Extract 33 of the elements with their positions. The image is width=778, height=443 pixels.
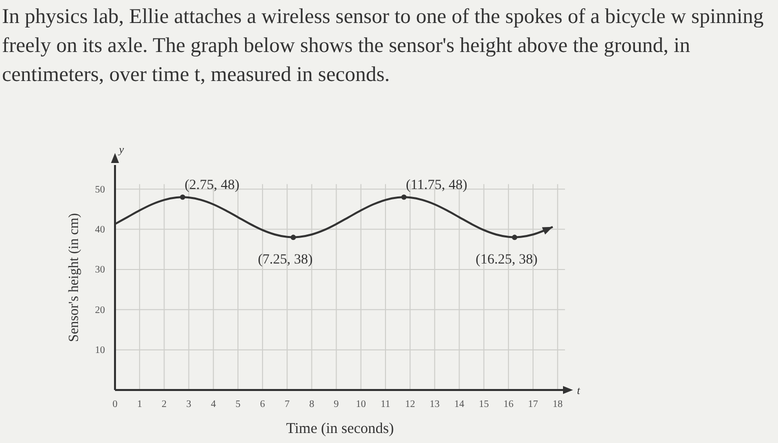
text: t bbox=[577, 385, 581, 397]
x-tick-label: 8 bbox=[309, 399, 314, 410]
annotation: (16.25, 38) bbox=[476, 252, 538, 268]
annotation: (11.75, 48) bbox=[406, 178, 468, 194]
y-axis-title: Sensor's height (in cm) bbox=[67, 212, 82, 342]
x-tick-label: 10 bbox=[356, 399, 366, 410]
x-tick-label: 6 bbox=[260, 399, 266, 410]
x-tick-label: 5 bbox=[235, 399, 240, 410]
x-tick-label: 3 bbox=[186, 399, 192, 410]
x-tick-label: 1 bbox=[137, 399, 142, 410]
x-tick-label: 17 bbox=[528, 399, 538, 410]
annotation: (2.75, 48) bbox=[184, 178, 240, 194]
text: y bbox=[118, 144, 124, 156]
chart-title: In physics lab, Ellie attaches a wireless sensor to one of the spokes of a bicycle w spinning freely on its axle. The graph below shows the sensor's height above the ground, in centimeters, over time t, measured in seconds. bbox=[2, 3, 765, 88]
x-tick-label: 15 bbox=[478, 399, 489, 410]
x-tick-label: 4 bbox=[210, 399, 216, 410]
x-tick-label: 2 bbox=[162, 399, 167, 410]
y-tick-label: 20 bbox=[95, 304, 105, 316]
y-tick-label: 10 bbox=[95, 345, 105, 356]
x-tick-label: 16 bbox=[503, 399, 514, 410]
x-tick-label: 0 bbox=[112, 399, 118, 410]
y-tick-label: 50 bbox=[95, 184, 105, 196]
x-tick-label: 11 bbox=[380, 399, 390, 410]
annotation: (7.25, 38) bbox=[258, 252, 314, 268]
x-tick-label: 13 bbox=[430, 399, 440, 410]
x-tick-label: 12 bbox=[405, 399, 416, 410]
x-tick-label: 7 bbox=[284, 399, 290, 410]
x-tick-label: 9 bbox=[334, 399, 339, 410]
x-tick-label: 14 bbox=[454, 399, 464, 410]
y-tick-label: 30 bbox=[95, 264, 105, 276]
y-tick-label: 40 bbox=[95, 224, 105, 236]
x-axis-title: Time (in seconds) bbox=[286, 421, 394, 437]
x-tick-label: 18 bbox=[552, 399, 563, 410]
